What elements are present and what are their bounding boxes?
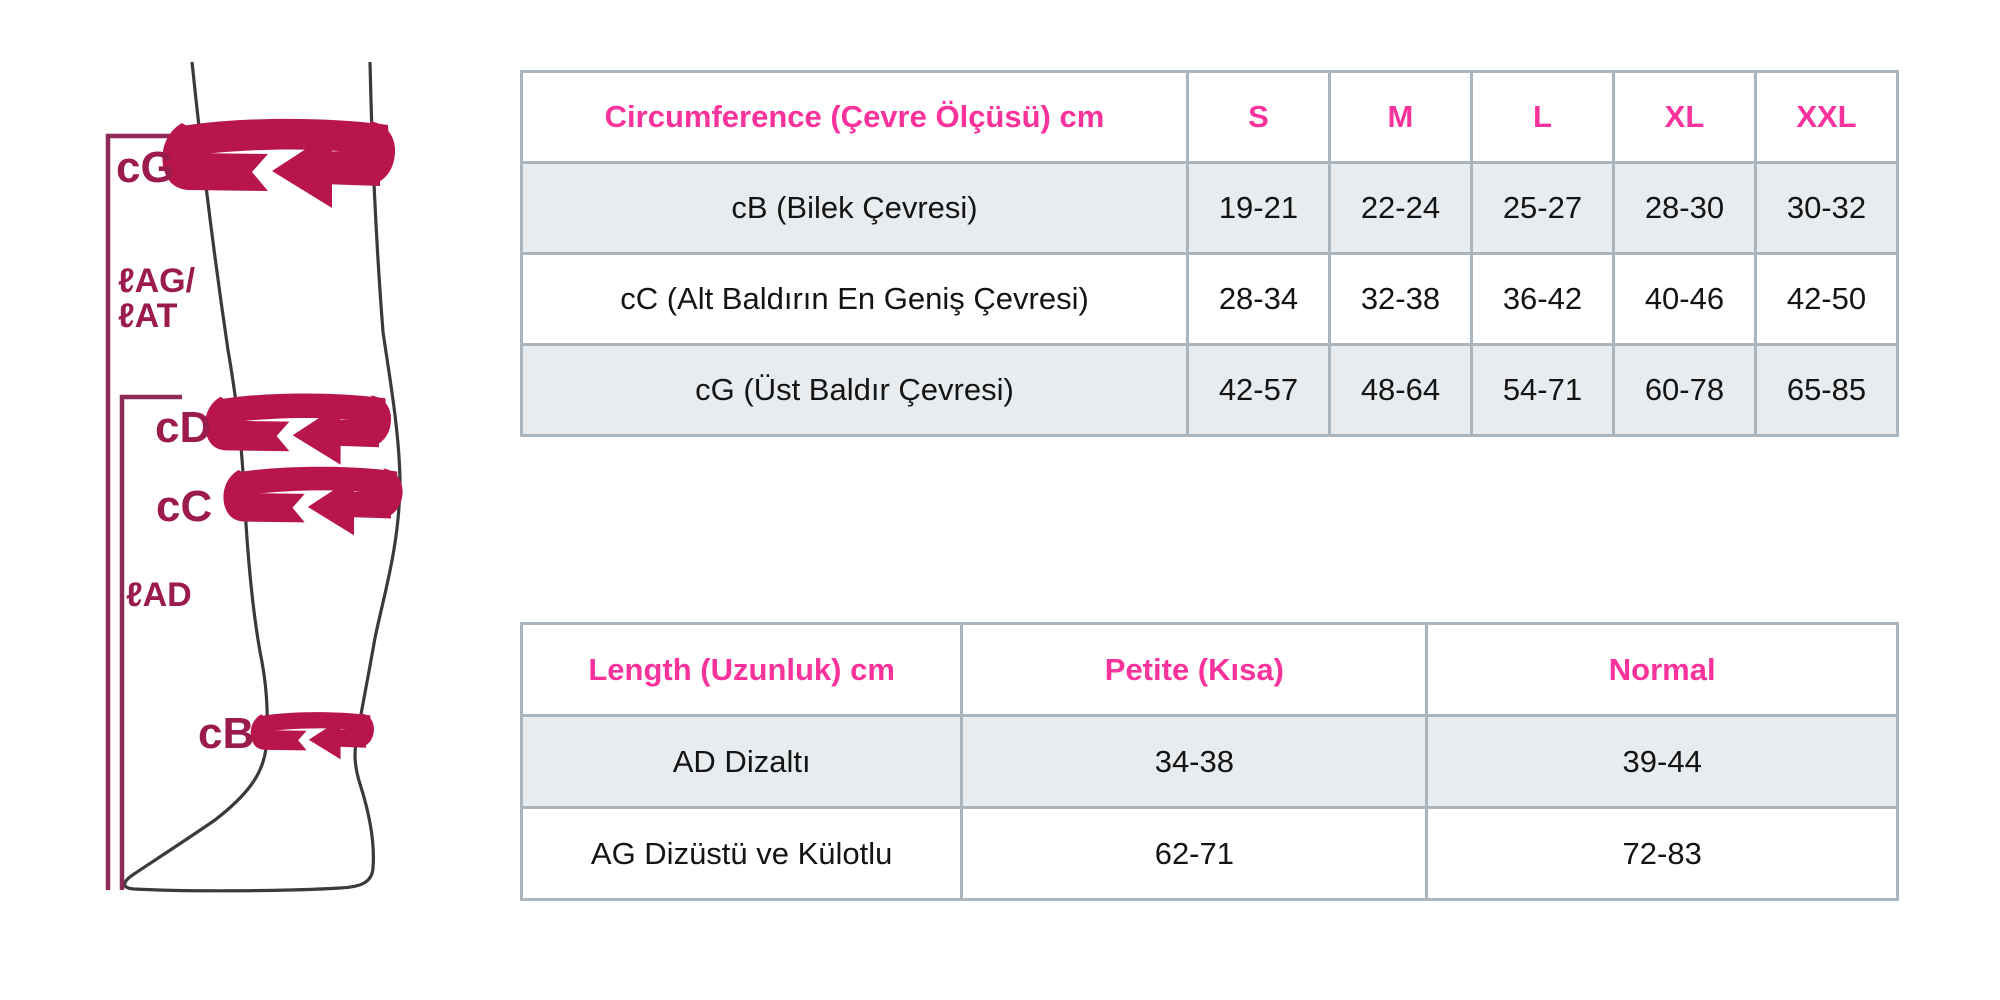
table-row-ag: AG Dizüstü ve Külotlu 62-71 72-83 bbox=[519, 806, 1899, 901]
length-header-petite: Petite (Kısa) bbox=[960, 622, 1429, 717]
label-lag: ℓAG/ bbox=[118, 262, 196, 300]
size-header-l: L bbox=[1469, 70, 1615, 164]
length-title-cell: Length (Uzunluk) cm bbox=[519, 622, 964, 717]
circumference-table: Circumference (Çevre Ölçüsü) cm S M L XL… bbox=[520, 70, 1900, 437]
table-cell: 19-21 bbox=[1185, 161, 1331, 255]
table-cell: 28-30 bbox=[1611, 161, 1757, 255]
row-label-cell: AG Dizüstü ve Külotlu bbox=[519, 806, 964, 901]
table-row-cb: cB (Bilek Çevresi) 19-21 22-24 25-27 28-… bbox=[520, 161, 1900, 255]
table-cell: 30-32 bbox=[1753, 161, 1900, 255]
label-cd: cD bbox=[155, 403, 211, 452]
size-header-xxl: XXL bbox=[1753, 70, 1900, 164]
table-cell: 60-78 bbox=[1611, 343, 1757, 437]
label-lat: ℓAT bbox=[118, 297, 178, 335]
row-label-cell: cG (Üst Baldır Çevresi) bbox=[520, 343, 1189, 437]
row-label-cell: cB (Bilek Çevresi) bbox=[520, 161, 1189, 255]
circumference-title-cell: Circumference (Çevre Ölçüsü) cm bbox=[520, 70, 1189, 164]
table-cell: 39-44 bbox=[1425, 714, 1899, 809]
length-header-normal: Normal bbox=[1425, 622, 1899, 717]
bracket-lower-length bbox=[119, 394, 182, 890]
size-header-xl: XL bbox=[1611, 70, 1757, 164]
table-row-ad: AD Dizaltı 34-38 39-44 bbox=[519, 714, 1899, 809]
table-cell: 34-38 bbox=[960, 714, 1429, 809]
table-cell: 42-57 bbox=[1185, 343, 1331, 437]
table-cell: 72-83 bbox=[1425, 806, 1899, 901]
row-label-cell: cC (Alt Baldırın En Geniş Çevresi) bbox=[520, 252, 1189, 346]
table-cell: 40-46 bbox=[1611, 252, 1757, 346]
table-cell: 54-71 bbox=[1469, 343, 1615, 437]
leg-measurement-diagram: cG ℓAG/ ℓAT cD cC ℓAD cB bbox=[105, 61, 403, 893]
table-cell: 22-24 bbox=[1327, 161, 1473, 255]
table-cell: 25-27 bbox=[1469, 161, 1615, 255]
table-cell: 62-71 bbox=[960, 806, 1429, 901]
row-label-cell: AD Dizaltı bbox=[519, 714, 964, 809]
table-cell: 36-42 bbox=[1469, 252, 1615, 346]
table-row-cc: cC (Alt Baldırın En Geniş Çevresi) 28-34… bbox=[520, 252, 1900, 346]
label-lad: ℓAD bbox=[126, 576, 192, 614]
table-cell: 65-85 bbox=[1753, 343, 1900, 437]
circumference-header-row: Circumference (Çevre Ölçüsü) cm S M L XL… bbox=[520, 70, 1900, 164]
table-cell: 28-34 bbox=[1185, 252, 1331, 346]
label-cc: cC bbox=[156, 482, 212, 531]
label-cb: cB bbox=[198, 709, 254, 758]
bracket-full-length bbox=[105, 133, 171, 890]
table-cell: 32-38 bbox=[1327, 252, 1473, 346]
table-cell: 42-50 bbox=[1753, 252, 1900, 346]
length-header-row: Length (Uzunluk) cm Petite (Kısa) Normal bbox=[519, 622, 1899, 717]
size-header-s: S bbox=[1185, 70, 1331, 164]
length-table: Length (Uzunluk) cm Petite (Kısa) Normal… bbox=[519, 622, 1899, 901]
table-row-cg: cG (Üst Baldır Çevresi) 42-57 48-64 54-7… bbox=[520, 343, 1900, 437]
table-cell: 48-64 bbox=[1327, 343, 1473, 437]
size-header-m: M bbox=[1327, 70, 1473, 164]
label-cg: cG bbox=[116, 143, 175, 192]
